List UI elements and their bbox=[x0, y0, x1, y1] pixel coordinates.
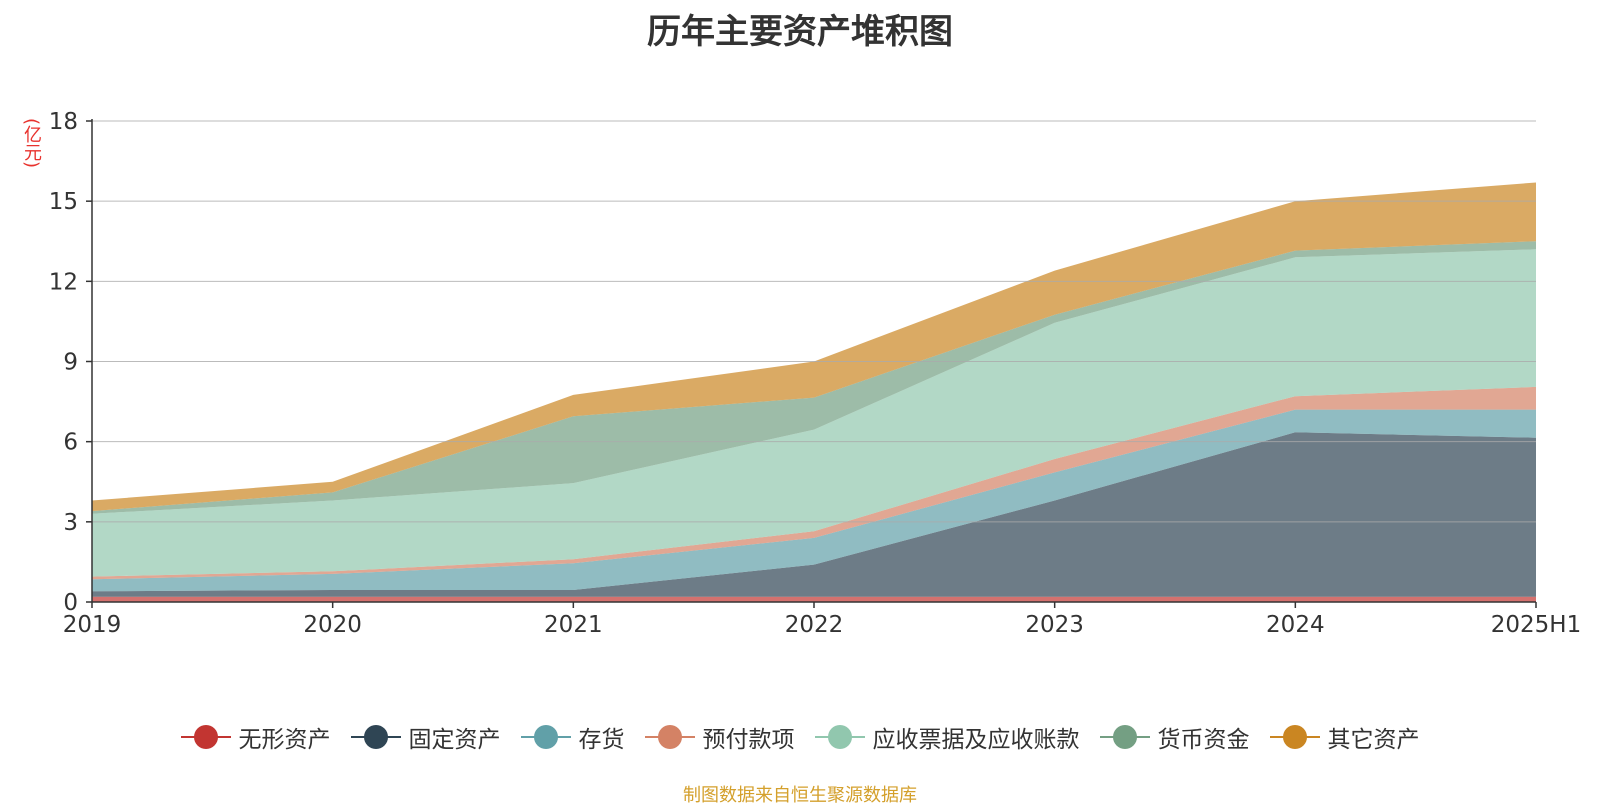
area-series-2 bbox=[92, 432, 1536, 597]
legend-item-1[interactable]: 无形资产 bbox=[180, 720, 331, 754]
legend-item-5[interactable]: 应收票据及应收账款 bbox=[814, 720, 1080, 754]
x-tick-label: 2024 bbox=[1266, 612, 1325, 638]
legend-marker-icon bbox=[1099, 725, 1150, 749]
area-layer bbox=[92, 182, 1536, 602]
area-series-5 bbox=[92, 249, 1536, 577]
legend-label: 固定资产 bbox=[408, 727, 501, 753]
y-tick-label: 18 bbox=[49, 109, 78, 135]
y-tick-label: 15 bbox=[49, 189, 78, 215]
y-tick-label: 9 bbox=[63, 350, 78, 376]
y-axis-unit: (亿元) bbox=[21, 118, 42, 169]
area-series-4 bbox=[92, 386, 1536, 580]
legend: 无形资产 固定资产 存货 预付款项 应收票据及应收账款 货币资金 其它资产 bbox=[0, 720, 1600, 754]
legend-marker-icon bbox=[644, 725, 695, 749]
legend-marker-icon bbox=[520, 725, 571, 749]
y-tick-label: 12 bbox=[49, 269, 78, 295]
legend-label: 无形资产 bbox=[238, 727, 331, 753]
x-tick-label: 2022 bbox=[785, 612, 844, 638]
legend-item-3[interactable]: 存货 bbox=[520, 720, 625, 754]
legend-label: 预付款项 bbox=[702, 727, 795, 753]
legend-label: 应收票据及应收账款 bbox=[872, 727, 1080, 753]
area-series-1 bbox=[92, 596, 1536, 602]
legend-marker-icon bbox=[1269, 725, 1320, 749]
area-series-7 bbox=[92, 182, 1536, 512]
legend-label: 货币资金 bbox=[1157, 727, 1250, 753]
y-tick-label: 3 bbox=[63, 510, 78, 536]
x-tick-label: 2021 bbox=[544, 612, 603, 638]
legend-item-7[interactable]: 其它资产 bbox=[1269, 720, 1420, 754]
legend-marker-icon bbox=[814, 725, 865, 749]
legend-label: 存货 bbox=[578, 727, 625, 753]
source-note: 制图数据来自恒生聚源数据库 bbox=[683, 785, 917, 806]
legend-label: 其它资产 bbox=[1327, 727, 1420, 753]
y-tick-label: 0 bbox=[63, 590, 78, 616]
y-tick-label: 6 bbox=[63, 430, 78, 456]
x-tick-label: 2023 bbox=[1025, 612, 1084, 638]
area-series-3 bbox=[92, 409, 1536, 592]
legend-item-2[interactable]: 固定资产 bbox=[350, 720, 501, 754]
gridlines bbox=[92, 120, 1536, 523]
legend-item-4[interactable]: 预付款项 bbox=[644, 720, 795, 754]
legend-item-6[interactable]: 货币资金 bbox=[1099, 720, 1250, 754]
x-tick-label: 2019 bbox=[63, 612, 122, 638]
x-tick-label: 2025H1 bbox=[1491, 612, 1581, 638]
legend-marker-icon bbox=[350, 725, 401, 749]
legend-marker-icon bbox=[180, 725, 231, 749]
chart-title: 历年主要资产堆积图 bbox=[647, 12, 953, 52]
x-tick-label: 2020 bbox=[303, 612, 362, 638]
